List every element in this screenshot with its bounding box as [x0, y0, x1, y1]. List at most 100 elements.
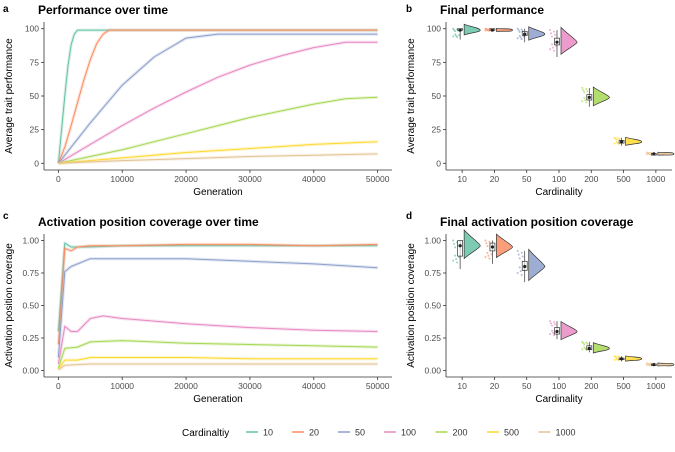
series-band-1000	[57, 362, 378, 372]
x-tick-label: 500	[616, 174, 630, 184]
x-tick-label: 1000	[646, 381, 665, 391]
x-tick-label: 20	[490, 174, 500, 184]
panel-coverage-over-time: Activation position coverage over time Ac…	[3, 211, 392, 405]
x-tick-label: 10000	[110, 174, 134, 184]
legend-label: 10	[263, 428, 273, 438]
x-tick-label: 10	[457, 381, 467, 391]
x-tick-label: 20000	[174, 174, 198, 184]
x-tick-label: 50	[522, 174, 532, 184]
median-point	[523, 32, 527, 36]
data-point	[516, 249, 519, 252]
data-point	[484, 239, 487, 242]
data-point	[583, 96, 586, 99]
panel-letter: b	[406, 4, 412, 15]
data-point	[618, 356, 621, 359]
legend-label: 50	[355, 428, 365, 438]
data-point	[517, 29, 520, 32]
y-tick-label: 75	[432, 57, 442, 67]
data-point	[645, 364, 648, 367]
panel-letter: a	[3, 4, 9, 15]
violin-500	[625, 355, 643, 362]
x-tick-label: 20000	[174, 381, 198, 391]
data-point	[458, 256, 461, 259]
y-tick-label: 1.00	[22, 236, 39, 246]
data-point	[645, 153, 648, 156]
legend-label: 20	[309, 428, 319, 438]
x-tick-label: 100	[552, 174, 566, 184]
data-point	[452, 239, 455, 242]
y-tick-label: 75	[30, 57, 40, 67]
median-point	[652, 152, 656, 156]
y-tick-label: 0.25	[22, 333, 39, 343]
median-point	[490, 245, 495, 249]
legend: Cardinaltiy 10 20 50 100 200 500 1000	[182, 428, 576, 440]
data-point	[519, 270, 522, 273]
data-point	[581, 348, 584, 351]
y-tick-label: 25	[432, 125, 442, 135]
violin-20	[496, 233, 513, 259]
data-point	[553, 334, 555, 337]
data-point	[452, 259, 455, 262]
series-line-10	[57, 29, 378, 164]
violin-1000	[657, 151, 675, 156]
data-point	[582, 89, 585, 92]
data-point	[452, 35, 455, 38]
y-tick-label: 0	[34, 158, 39, 168]
legend-title: Cardinaltiy	[182, 428, 229, 439]
x-tick-label: 500	[616, 381, 630, 391]
legend-label: 100	[401, 428, 416, 438]
data-point	[553, 30, 555, 33]
x-tick-label: 20	[490, 381, 500, 391]
data-point	[519, 36, 522, 39]
data-point	[585, 88, 588, 91]
legend-label: 1000	[556, 428, 576, 438]
series-band-10	[56, 241, 378, 332]
data-point	[615, 138, 618, 141]
series-line-100	[57, 315, 378, 365]
data-point	[484, 29, 487, 32]
violin-200	[592, 342, 610, 354]
data-point	[581, 86, 584, 89]
data-point	[549, 48, 551, 51]
series-line-1000	[58, 153, 378, 164]
violin-200	[592, 86, 610, 107]
data-point	[613, 358, 616, 361]
x-tick-label: 10000	[110, 381, 134, 391]
data-point	[454, 30, 457, 33]
data-point	[454, 254, 457, 257]
legend-label: 500	[504, 428, 519, 438]
data-point	[583, 91, 586, 94]
data-point	[551, 43, 553, 46]
x-axis-label: Cardinality	[535, 394, 582, 405]
median-point	[490, 28, 495, 32]
y-axis-label: Activation position coverage	[4, 243, 15, 368]
median-point	[619, 357, 624, 361]
data-point	[516, 27, 519, 30]
data-point	[517, 253, 520, 256]
data-point	[647, 152, 650, 155]
y-tick-label: 100	[25, 24, 39, 34]
violin-50	[528, 248, 546, 282]
data-point	[485, 242, 488, 245]
data-point	[458, 34, 461, 37]
series-line-500	[57, 357, 378, 370]
y-tick-label: 25	[30, 125, 40, 135]
data-point	[615, 356, 618, 359]
data-point	[549, 333, 551, 336]
y-tick-label: 0.25	[424, 333, 441, 343]
y-tick-label: 0.50	[22, 301, 39, 311]
median-point	[587, 346, 591, 350]
x-tick-label: 200	[584, 174, 598, 184]
x-tick-label: 200	[584, 381, 598, 391]
y-tick-label: 50	[30, 91, 40, 101]
data-point	[486, 251, 489, 254]
panel-final-performance: Final performance Average trait performan…	[406, 3, 675, 198]
data-point	[554, 33, 556, 36]
data-point	[555, 44, 557, 47]
data-point	[520, 251, 523, 254]
violin-10	[463, 229, 481, 260]
data-point	[521, 255, 524, 258]
y-axis-label: Activation position coverage	[406, 243, 417, 368]
violin-10	[463, 23, 481, 36]
data-point	[586, 342, 589, 345]
